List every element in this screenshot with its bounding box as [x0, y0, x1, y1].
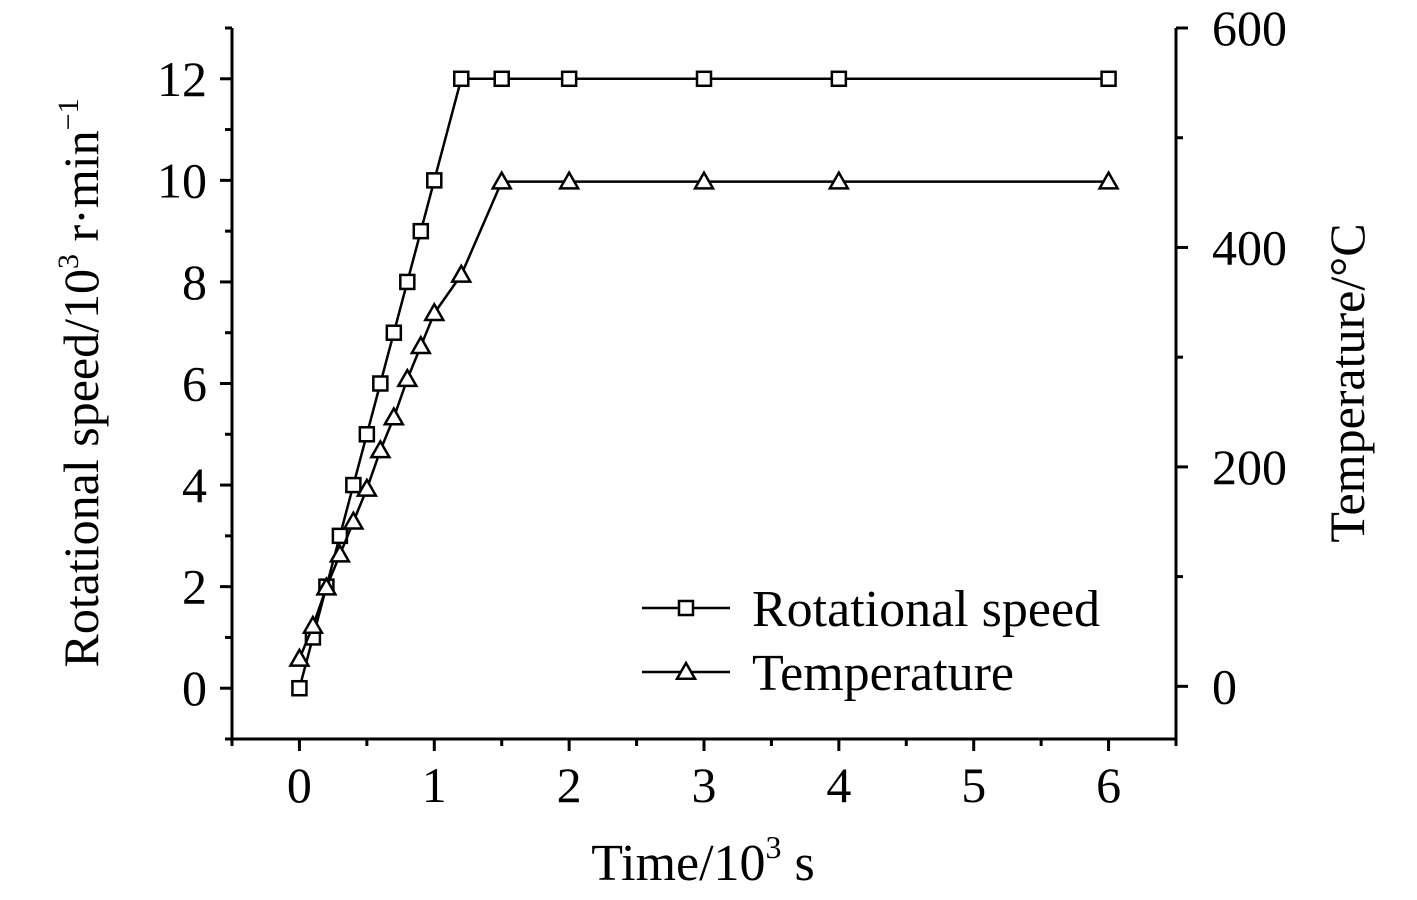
y-right-tick-label: 400: [1212, 219, 1287, 275]
x-tick-label: 6: [1096, 757, 1121, 813]
y-left-tick-label: 2: [182, 559, 207, 615]
point-speed: [560, 70, 578, 88]
y-axis-left-label: Rotational speed/103 r·min−1: [52, 98, 109, 667]
point-speed: [695, 70, 713, 88]
y-left-tick-label: 10: [157, 152, 207, 208]
y-right-tick-label: 600: [1212, 0, 1287, 56]
point-temperature: [328, 543, 352, 563]
point-speed: [358, 426, 376, 443]
point-speed: [830, 70, 848, 88]
point-temperature: [409, 334, 432, 355]
y-left-tick-label: 0: [182, 660, 207, 716]
point-speed: [453, 70, 470, 88]
x-tick-label: 5: [961, 757, 986, 813]
x-tick-label: 3: [692, 757, 717, 813]
y-left-tick-label: 4: [182, 457, 207, 513]
point-speed: [412, 222, 430, 240]
y-axis-right-label: Temperature/°C: [1319, 223, 1375, 542]
legend-marker-speed: [677, 599, 695, 617]
legend-label-temperature: Temperature: [752, 645, 1014, 702]
point-speed: [1100, 70, 1117, 88]
x-tick-label: 2: [557, 757, 582, 813]
y-left-tick-label: 8: [182, 254, 207, 310]
point-temperature: [355, 477, 379, 497]
point-speed: [385, 324, 403, 341]
point-temperature: [423, 301, 446, 322]
point-temperature: [1097, 170, 1120, 190]
y-right-tick-label: 200: [1212, 439, 1287, 495]
point-temperature: [557, 170, 581, 190]
point-temperature: [369, 438, 392, 459]
point-temperature: [382, 405, 405, 426]
x-axis-label: Time/103 s: [591, 829, 815, 892]
point-temperature: [342, 510, 365, 530]
point-speed: [493, 70, 510, 88]
point-temperature: [288, 647, 311, 667]
x-tick-label: 0: [287, 757, 312, 813]
point-speed: [372, 375, 389, 392]
point-speed: [399, 273, 416, 291]
legend-label-speed: Rotational speed: [752, 581, 1100, 638]
y-left-tick-label: 6: [182, 356, 207, 412]
point-speed: [291, 679, 308, 697]
legend-marker-temperature: [674, 660, 698, 680]
point-temperature: [692, 170, 716, 190]
point-temperature: [450, 263, 473, 283]
y-right-tick-label: 0: [1212, 658, 1237, 714]
x-tick-label: 4: [826, 757, 851, 813]
point-temperature: [827, 170, 851, 190]
point-temperature: [396, 367, 419, 388]
y-left-tick-label: 12: [157, 51, 207, 107]
x-tick-label: 1: [422, 757, 447, 813]
point-speed: [345, 476, 362, 494]
point-speed: [426, 172, 443, 189]
point-temperature: [490, 170, 513, 190]
point-temperature: [315, 576, 338, 596]
point-temperature: [301, 614, 325, 634]
